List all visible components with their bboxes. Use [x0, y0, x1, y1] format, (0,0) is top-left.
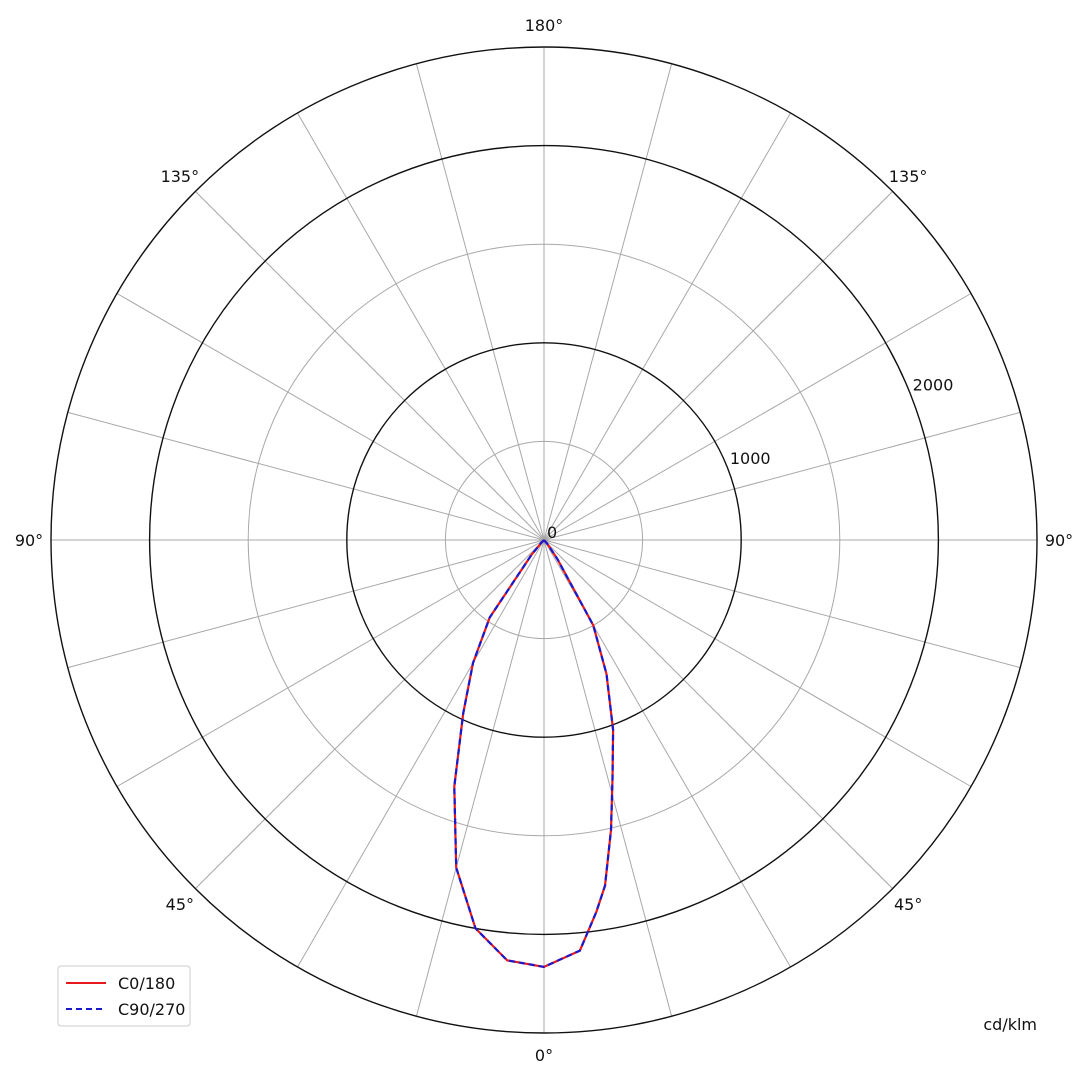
- legend-label-c0-180: C0/180: [118, 974, 175, 993]
- angle-label: 45°: [894, 895, 922, 914]
- ring-1000: [346, 342, 742, 738]
- radial-tick-label: 2000: [913, 375, 954, 394]
- spoke-line: [543, 191, 893, 541]
- spoke-line: [543, 63, 673, 541]
- radial-labels: 0 1000 2000: [547, 375, 953, 542]
- spoke-line: [543, 539, 893, 889]
- spoke-line: [67, 539, 545, 669]
- spoke-line: [543, 539, 1021, 669]
- unit-label: cd/klm: [983, 1015, 1037, 1034]
- series-curves: [453, 539, 615, 968]
- spoke-line: [195, 539, 545, 889]
- angle-labels: 0° 45° 45° 90° 90° 135° 135° 180°: [15, 16, 1073, 1065]
- spoke-line: [415, 539, 545, 1017]
- spoke-line: [195, 191, 545, 541]
- polar-grid: [50, 46, 1038, 1034]
- spoke-line: [415, 63, 545, 541]
- spoke-line: [297, 539, 545, 968]
- angle-label: 135°: [889, 167, 928, 186]
- legend-label-c90-270: C90/270: [118, 1000, 185, 1019]
- spoke-line: [116, 539, 545, 787]
- angle-label: 135°: [161, 167, 200, 186]
- spoke-line: [543, 293, 972, 541]
- radial-tick-label: 0: [547, 523, 557, 542]
- radial-tick-label: 1000: [730, 449, 771, 468]
- spoke-line: [116, 293, 545, 541]
- ring-2500: [50, 46, 1038, 1034]
- angle-label: 180°: [525, 16, 564, 35]
- angle-label: 45°: [166, 895, 194, 914]
- spoke-line: [543, 112, 791, 541]
- ring-2000: [148, 144, 940, 936]
- spoke-line: [297, 112, 545, 541]
- angle-label: 90°: [1045, 531, 1073, 550]
- spoke-line: [543, 539, 673, 1017]
- spoke-line: [67, 411, 545, 541]
- ring-1500: [247, 243, 841, 837]
- ring-500: [444, 440, 644, 640]
- spoke-line: [543, 411, 1021, 541]
- legend: C0/180 C90/270: [57, 965, 191, 1027]
- legend-box: [57, 965, 191, 1027]
- spoke-line: [543, 539, 972, 787]
- angle-label: 90°: [15, 531, 43, 550]
- series-line-C0-180: [453, 539, 615, 968]
- series-line-C90-270: [453, 539, 615, 968]
- angle-label: 0°: [535, 1046, 553, 1065]
